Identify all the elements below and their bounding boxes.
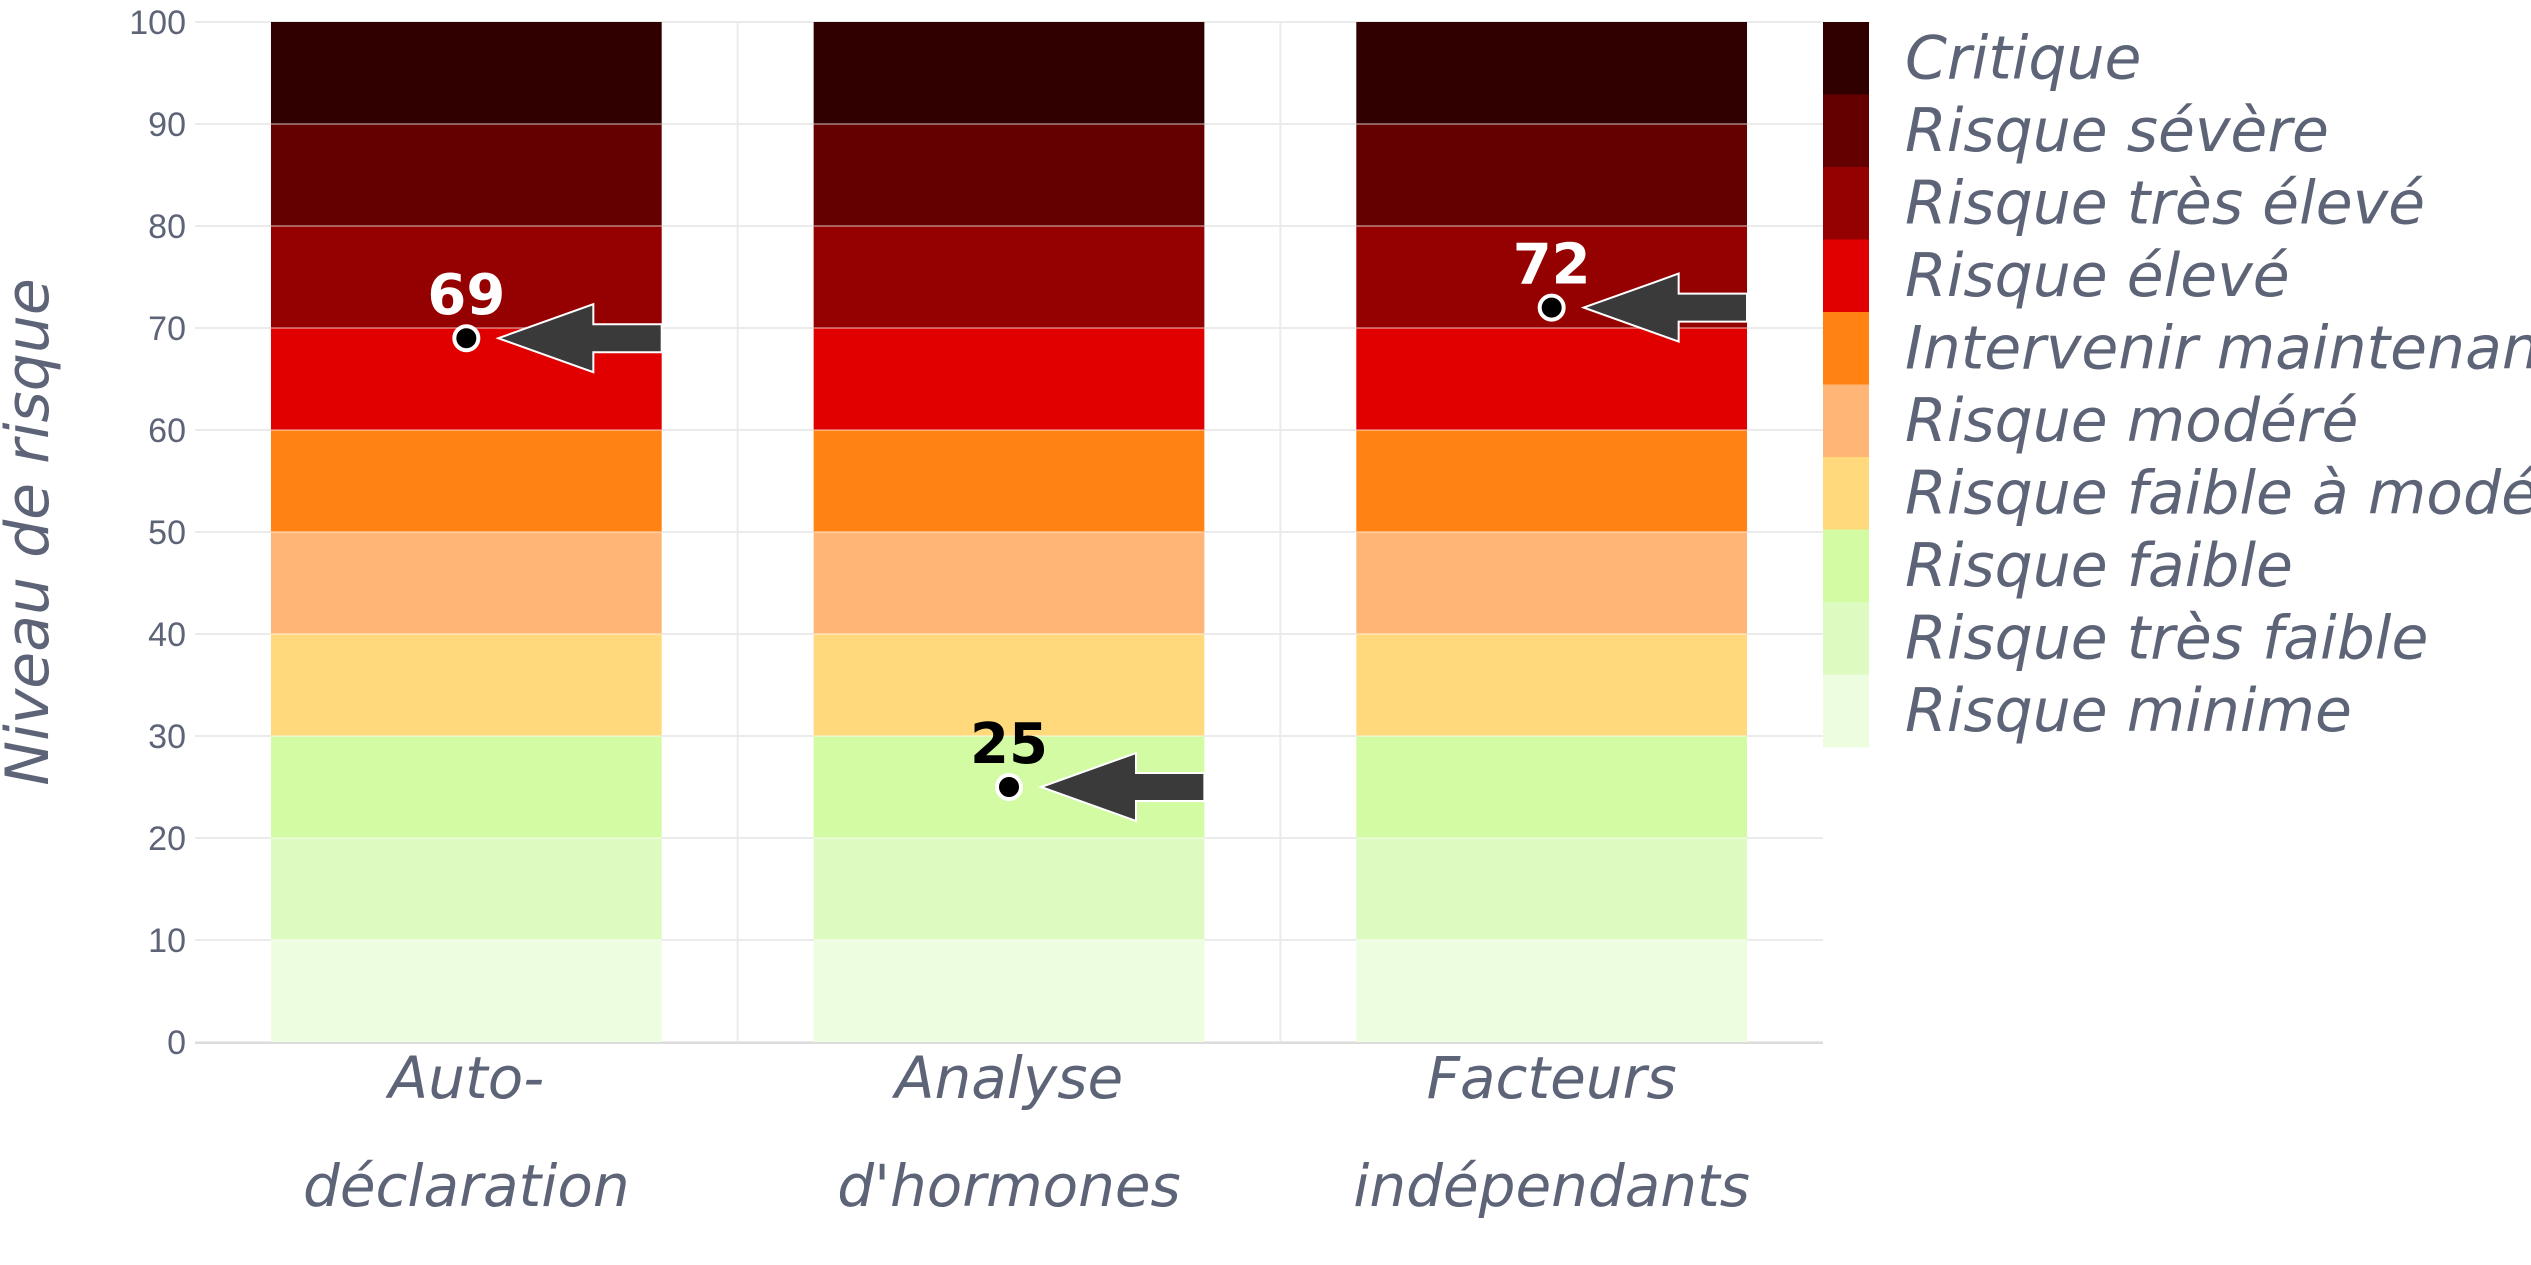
bar-segment xyxy=(1356,532,1748,634)
bar-segment xyxy=(270,226,662,328)
y-tick-label: 0 xyxy=(167,1024,186,1062)
y-axis-title: Niveau de risque xyxy=(0,278,63,786)
bar-segment xyxy=(270,532,662,634)
y-tick-label: 60 xyxy=(148,412,186,450)
bar-segment xyxy=(270,124,662,226)
legend-swatch xyxy=(1823,674,1869,748)
legend-swatch xyxy=(1823,22,1869,95)
bar-segment xyxy=(813,634,1205,736)
legend-swatch xyxy=(1823,167,1869,240)
bar-segment xyxy=(270,940,662,1042)
score-label: 72 xyxy=(1513,233,1591,298)
x-category-label: Analyse xyxy=(891,1044,1123,1112)
bar-segment xyxy=(813,940,1205,1042)
bar-segment xyxy=(813,430,1205,532)
x-category-label: Auto- xyxy=(385,1044,545,1112)
legend-swatch xyxy=(1823,529,1869,603)
score-marker xyxy=(1537,293,1566,322)
score-marker xyxy=(452,324,481,353)
score-marker xyxy=(995,773,1023,801)
pointer-arrow xyxy=(1580,272,1749,344)
legend-entry: Intervenir maintenant xyxy=(1905,313,2531,383)
legend-entry: Risque faible xyxy=(1905,531,2293,601)
x-category-label: déclaration xyxy=(303,1152,630,1220)
bar-segment xyxy=(813,532,1205,634)
legend-swatch xyxy=(1823,94,1869,168)
bar-segment xyxy=(1356,430,1748,532)
legend-entry: Risque modéré xyxy=(1905,386,2358,456)
y-tick-label: 30 xyxy=(148,718,186,756)
legend-entry: Critique xyxy=(1905,23,2141,93)
bar-segment xyxy=(813,124,1205,226)
legend-swatch xyxy=(1823,602,1869,675)
bar-segment xyxy=(270,430,662,532)
y-tick-label: 100 xyxy=(129,4,186,42)
legend-entry: Risque minime xyxy=(1905,676,2352,746)
bar-segment xyxy=(1356,736,1748,838)
bar-segment xyxy=(1356,124,1748,226)
x-axis-category-labels: Auto-déclaration Analyse d'hormones Facteur… xyxy=(303,1044,1750,1220)
score-label: 69 xyxy=(427,263,505,328)
bar-segment xyxy=(1356,940,1748,1042)
bar-segment xyxy=(1356,328,1748,430)
y-axis: 0 10 20 30 40 50 60 70 80 90 100 xyxy=(129,4,1823,1062)
y-tick-label: 40 xyxy=(148,616,186,654)
bar-segment xyxy=(1356,634,1748,736)
y-tick-label: 20 xyxy=(148,820,186,858)
pointer-arrow xyxy=(495,302,663,374)
bar-segment xyxy=(813,838,1205,940)
pointer-arrow xyxy=(1038,751,1206,823)
y-tick-label: 10 xyxy=(148,922,186,960)
bar-segment xyxy=(1356,22,1748,124)
legend-entry: Risque très faible xyxy=(1905,603,2428,673)
score-label: 25 xyxy=(970,712,1048,777)
legend-swatch xyxy=(1823,312,1869,385)
bar-segment xyxy=(270,838,662,940)
score-markers: 69 25 72 xyxy=(427,233,1749,823)
bar-segment xyxy=(270,736,662,838)
x-category-label: d'hormones xyxy=(837,1152,1181,1220)
x-category-label: Facteurs xyxy=(1427,1044,1677,1112)
y-tick-label: 50 xyxy=(148,514,186,552)
bar-segment xyxy=(1356,838,1748,940)
x-category-label: indépendants xyxy=(1353,1152,1750,1220)
legend-swatch xyxy=(1823,457,1869,530)
y-tick-label: 70 xyxy=(148,310,186,348)
bar-segment xyxy=(813,328,1205,430)
legend-entry: Risque faible à modéré xyxy=(1905,458,2531,528)
y-tick-label: 80 xyxy=(148,208,186,246)
legend-entry: Risque élevé xyxy=(1905,241,2290,311)
legend-entry: Risque sévère xyxy=(1905,96,2329,166)
bar-segment xyxy=(270,22,662,124)
y-tick-label: 90 xyxy=(148,106,186,144)
bar-segment xyxy=(813,226,1205,328)
bar-segment xyxy=(813,22,1205,124)
bar-segment xyxy=(270,634,662,736)
legend-swatch xyxy=(1823,239,1869,313)
stacked-bars xyxy=(270,22,1748,1042)
legend-swatch xyxy=(1823,384,1869,458)
legend-entry: Risque très élevé xyxy=(1905,168,2425,238)
